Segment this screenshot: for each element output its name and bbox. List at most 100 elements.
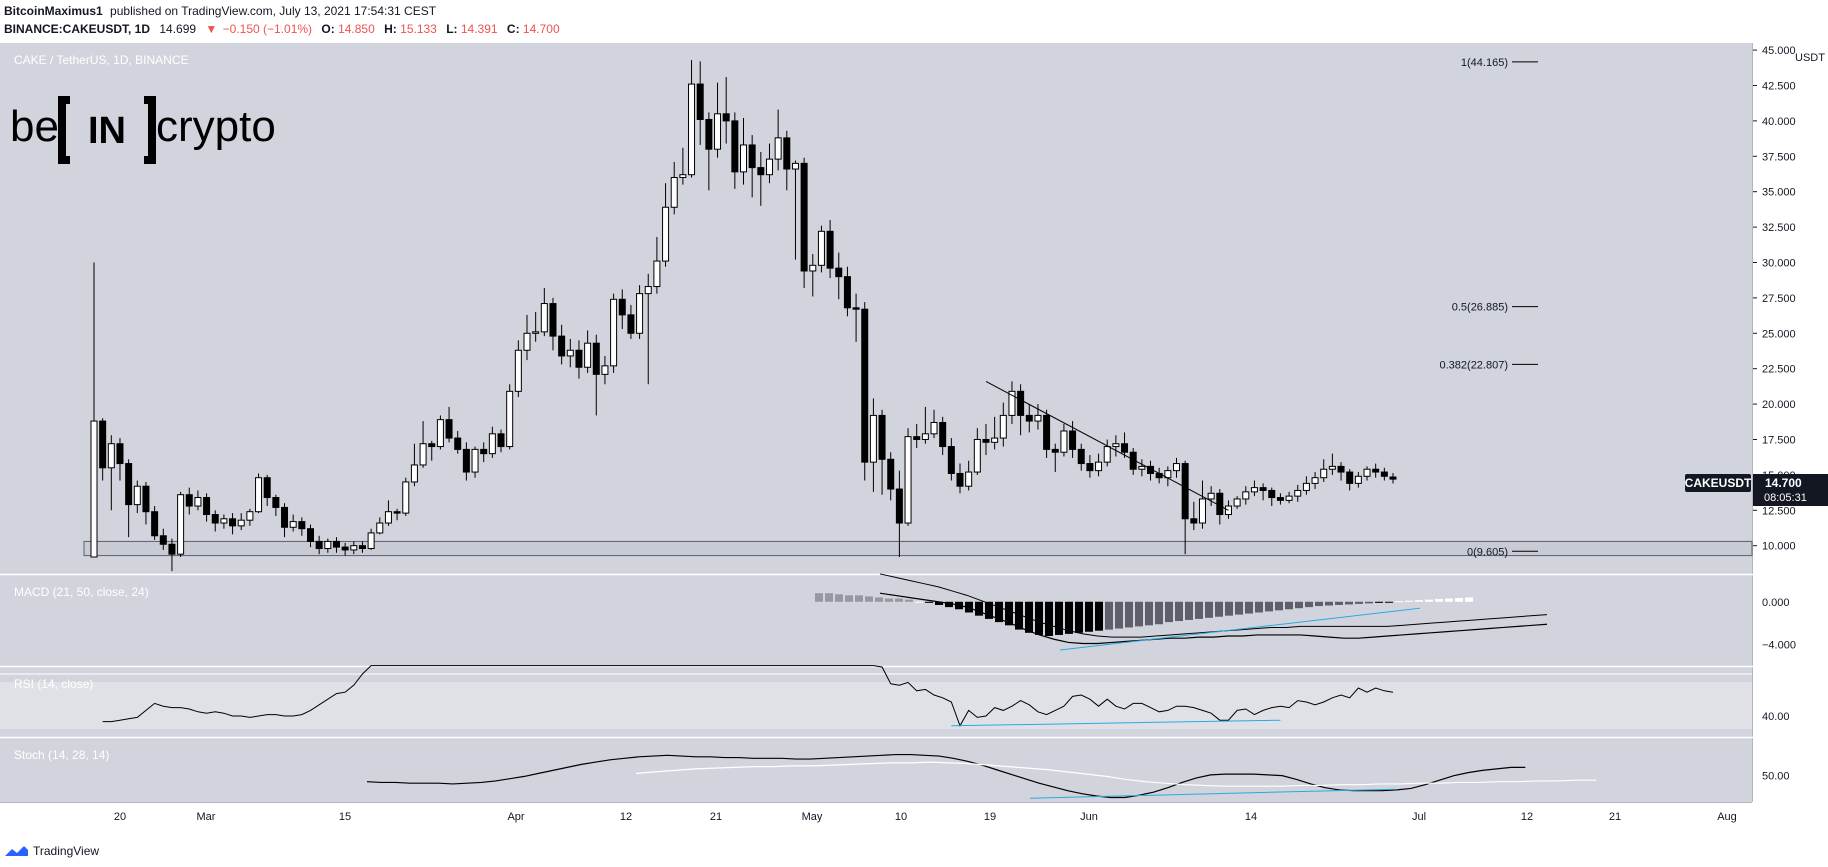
candle-down	[1025, 414, 1033, 422]
candle-up	[740, 144, 747, 173]
header-line-1: BitcoinMaximus1 published on TradingView…	[4, 4, 437, 18]
open-value: 14.850	[338, 22, 375, 36]
candle-up	[662, 206, 670, 262]
logo-text-crypto: crypto	[156, 102, 276, 151]
macd-histogram-bar	[1295, 601, 1303, 609]
change-value: −0.150 (−1.01%)	[223, 22, 312, 36]
candle-down	[480, 448, 488, 455]
macd-histogram-bar	[1005, 601, 1013, 626]
tradingview-brand: TradingView	[33, 844, 99, 858]
candle-up	[289, 521, 297, 528]
macd-histogram-bar	[835, 594, 843, 602]
macd-histogram-bar	[925, 601, 933, 603]
candle-up	[1311, 477, 1319, 484]
macd-histogram-bar	[1075, 601, 1083, 633]
candle-up	[402, 481, 410, 514]
candle-down	[800, 162, 808, 272]
macd-histogram-bar	[1155, 601, 1163, 625]
stoch-layer: 50.00	[366, 753, 1790, 799]
candle-down	[878, 414, 886, 460]
macd-histogram-bar	[1195, 601, 1203, 619]
x-axis-labels: 20 Mar 15 Apr 12 21 May 10 19 Jun 14 Jul 12 21 Aug	[114, 811, 1737, 823]
candle-down	[185, 494, 193, 507]
candle-down	[125, 463, 133, 506]
x-tick-label: 10	[895, 811, 907, 823]
time-axis[interactable]	[0, 802, 1828, 824]
candle-up	[765, 158, 773, 176]
macd-histogram-bar	[1095, 601, 1103, 631]
macd-histogram-bar	[1415, 600, 1423, 602]
candle-up	[1354, 475, 1362, 484]
candle-up	[1302, 482, 1310, 491]
candle-down	[298, 521, 306, 530]
candle-up	[817, 230, 825, 266]
header-line-2: BINANCE:CAKEUSDT, 1D 14.699 ▼ −0.150 (−1…	[4, 22, 560, 36]
candle-down	[549, 303, 557, 337]
candle-down	[956, 472, 964, 487]
candle-up	[921, 433, 929, 440]
candle-down	[705, 118, 713, 150]
macd-histogram-bar	[1235, 601, 1243, 615]
candle-down	[393, 511, 401, 514]
candle-up	[584, 342, 592, 368]
macd-histogram-bar	[995, 601, 1003, 623]
macd-histogram-bar	[1225, 601, 1233, 616]
candle-down	[627, 314, 635, 334]
macd-histogram-bar	[1025, 601, 1033, 633]
candle-down	[1276, 497, 1284, 501]
price-axis[interactable]	[1753, 43, 1828, 802]
y-tick-label: 25.000	[1762, 328, 1796, 340]
x-tick-label: May	[802, 811, 823, 823]
stoch-k-line	[366, 753, 1526, 799]
macd-histogram-bar	[1435, 599, 1443, 602]
candle-down	[281, 506, 289, 528]
macd-pane[interactable]	[0, 575, 1752, 666]
candle-up	[774, 137, 782, 160]
candle-up	[133, 485, 141, 506]
fib-level-label: 1(44.165)	[1461, 57, 1508, 69]
stoch-d-line	[635, 761, 1597, 787]
macd-layer: 0.000 −4.000	[815, 573, 1796, 652]
macd-histogram-bar	[1055, 601, 1063, 635]
y-tick-label: 12.500	[1762, 505, 1796, 517]
fib-level-label: 0(9.605)	[1467, 546, 1508, 558]
candle-down	[116, 443, 124, 465]
candle-up	[506, 390, 514, 448]
tradingview-footer[interactable]: TradingView	[5, 844, 99, 858]
candles-layer	[90, 59, 1397, 572]
candle-up	[1207, 492, 1215, 500]
macd-histogram-bar	[1375, 601, 1383, 603]
macd-histogram-bar	[875, 597, 883, 602]
candle-down	[497, 433, 505, 448]
candle-up	[107, 443, 115, 469]
macd-histogram-bar	[1065, 601, 1073, 634]
candle-down	[445, 419, 453, 439]
candle-up	[566, 349, 574, 357]
macd-divergence-line	[1059, 607, 1421, 651]
candle-up	[679, 174, 687, 179]
main-pane[interactable]	[0, 43, 1752, 574]
candle-down	[99, 420, 107, 469]
x-tick-label: 21	[1609, 811, 1621, 823]
candle-down	[1086, 463, 1094, 472]
x-tick-label: Jul	[1412, 811, 1426, 823]
x-tick-label: Mar	[197, 811, 216, 823]
candle-up	[1095, 461, 1103, 472]
support-zone-layer	[83, 540, 1753, 557]
macd-histogram-bar	[1425, 599, 1433, 602]
candle-up	[1034, 414, 1042, 422]
descending-resistance-line	[985, 380, 1229, 511]
candle-down	[1190, 518, 1198, 524]
candle-down	[307, 528, 314, 542]
candle-down	[575, 349, 583, 368]
macd-histogram-bar	[885, 598, 893, 602]
macd-histogram-bar	[1125, 601, 1133, 628]
candle-down	[1380, 471, 1388, 477]
candle-down	[211, 514, 219, 524]
x-tick-label: 12	[620, 811, 632, 823]
macd-histogram-bar	[975, 601, 983, 616]
x-tick-label: Aug	[1717, 811, 1737, 823]
y-tick-label: 32.500	[1762, 222, 1796, 234]
stoch-pane[interactable]	[0, 738, 1752, 802]
